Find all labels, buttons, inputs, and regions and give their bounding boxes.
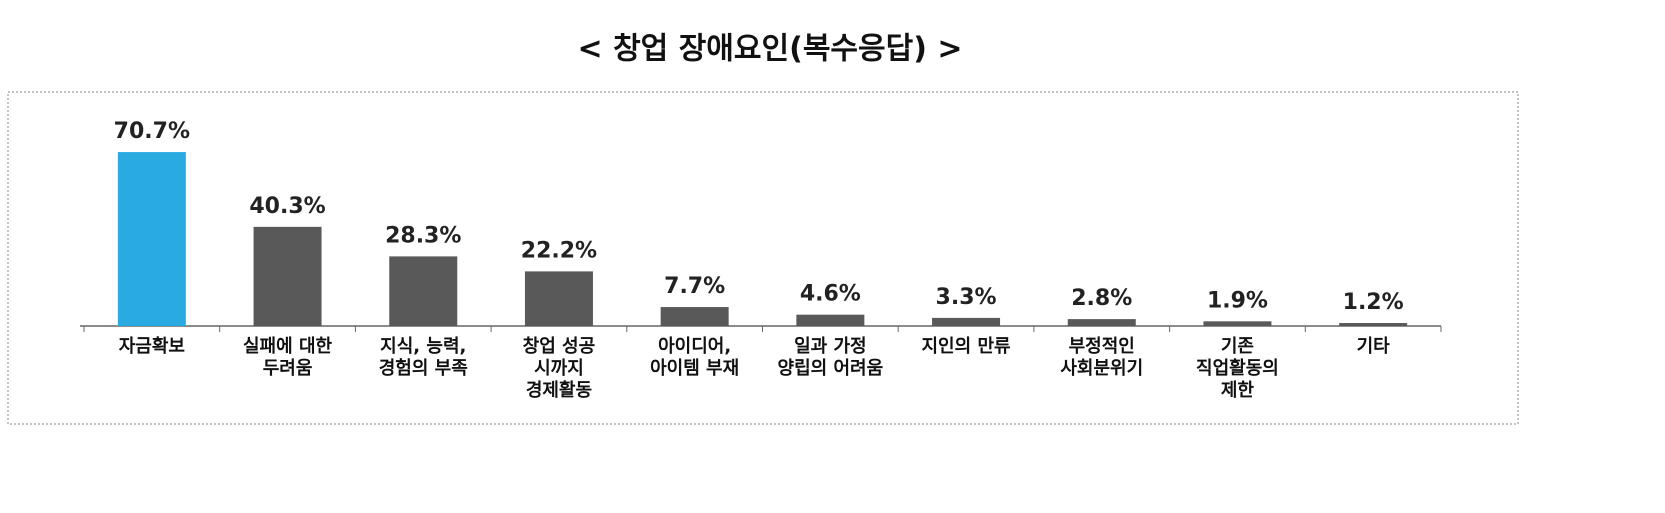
x-tick-label: 부정적인 사회분위기 [1060,336,1144,379]
bar [1067,319,1136,326]
bar [253,226,322,326]
x-tick-label: 자금확보 [118,336,185,357]
x-tick-label: 지식, 능력, 경험의 부족 [378,336,468,379]
x-tick-label: 아이디어, 아이템 부재 [650,336,740,379]
value-label: 1.9% [1207,288,1268,313]
x-tick-label: 창업 성공 시까지 경제활동 [522,336,596,401]
value-label: 7.7% [664,274,725,299]
bar [932,317,1001,326]
bar [1203,321,1272,326]
value-label: 1.2% [1343,290,1404,315]
value-label: 28.3% [385,223,461,248]
value-label: 40.3% [249,194,325,219]
bar [1339,323,1408,326]
bar [524,271,593,326]
value-label: 70.7% [114,119,190,144]
bar [389,256,458,326]
x-tick-label: 기타 [1356,336,1390,357]
chart-title: < 창업 장애요인(복수응답) > [577,32,962,67]
x-tick-label: 일과 가정 양립의 어려움 [777,336,884,379]
value-label: 2.8% [1071,286,1132,311]
bar [117,152,186,326]
value-label: 4.6% [800,282,861,307]
x-tick-label: 지인의 만류 [921,336,1011,357]
value-label: 3.3% [936,285,997,310]
bar [660,307,729,326]
x-tick-label: 실패에 대한 두려움 [243,336,333,379]
value-label: 22.2% [521,238,597,263]
x-tick-label: 기존 직업활동의 제한 [1196,336,1279,401]
bar [796,314,865,326]
frame [7,91,1519,425]
